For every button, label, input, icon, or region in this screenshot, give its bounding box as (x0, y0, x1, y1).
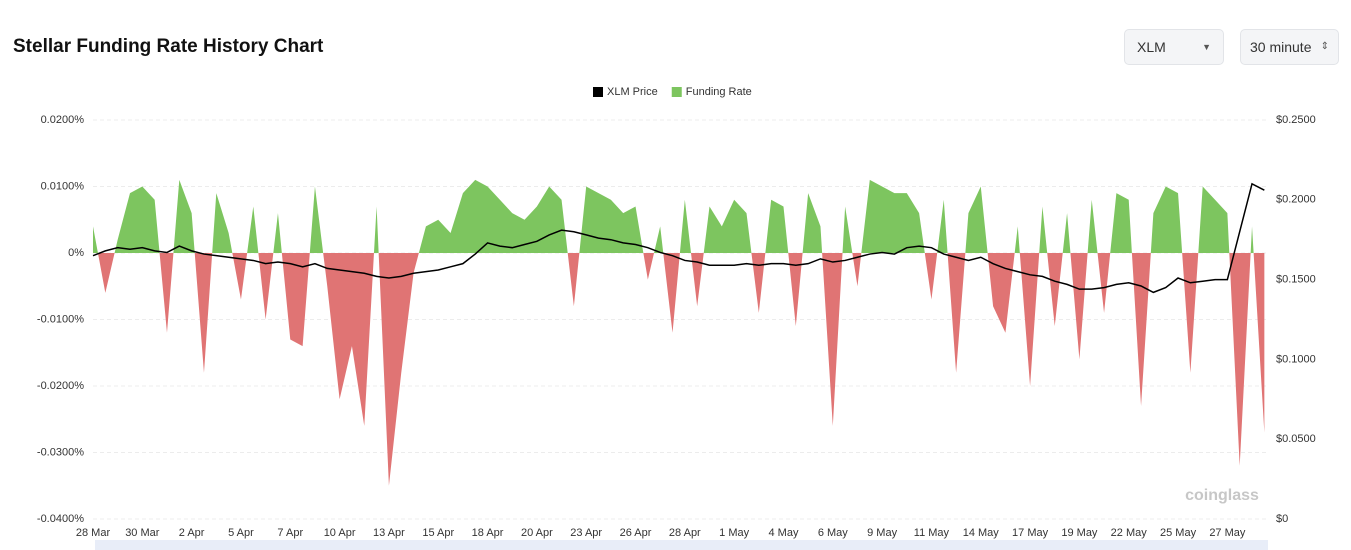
x-tick-label: 4 May (768, 527, 798, 539)
x-tick-label: 2 Apr (179, 527, 205, 539)
x-tick-label: 23 Apr (570, 527, 602, 539)
y-tick-label: -0.0100% (37, 313, 84, 325)
y2-tick-label: $0.2000 (1276, 194, 1316, 206)
y-tick-label: -0.0200% (37, 380, 84, 392)
y2-tick-label: $0 (1276, 513, 1288, 525)
zoom-slider[interactable] (95, 540, 1268, 550)
x-tick-label: 18 Apr (472, 527, 504, 539)
y-tick-label: -0.0300% (37, 446, 84, 458)
price-line (92, 182, 1265, 294)
x-tick-label: 5 Apr (228, 527, 254, 539)
x-tick-label: 6 May (818, 527, 848, 539)
y2-tick-label: $0.1000 (1276, 353, 1316, 365)
symbol-select[interactable]: XLM ▼ (1124, 29, 1224, 65)
y-tick-label: -0.0400% (37, 513, 84, 525)
y-tick-label: 0.0200% (41, 114, 85, 126)
x-tick-label: 9 May (867, 527, 897, 539)
x-tick-label: 11 May (914, 527, 950, 539)
x-tick-label: 27 May (1209, 527, 1246, 539)
symbol-select-text: XLM (1137, 39, 1166, 55)
x-tick-label: 28 Mar (76, 527, 111, 539)
legend-swatch (593, 87, 603, 97)
x-tick-label: 17 May (1012, 527, 1049, 539)
y-tick-label: 0.0100% (41, 180, 85, 192)
x-tick-label: 19 May (1061, 527, 1098, 539)
x-tick-label: 25 May (1160, 527, 1197, 539)
interval-select[interactable]: 30 minute ⇕ (1240, 29, 1339, 65)
funding-area (93, 179, 1265, 486)
y-tick-label: 0% (68, 247, 84, 259)
interval-select-text: 30 minute (1250, 39, 1312, 55)
x-tick-label: 1 May (719, 527, 749, 539)
y2-tick-label: $0.2500 (1276, 114, 1316, 126)
spinner-arrows: ⇕ (1320, 41, 1329, 52)
x-tick-label: 26 Apr (620, 527, 652, 539)
y2-tick-label: $0.1500 (1276, 274, 1316, 286)
y2-tick-label: $0.0500 (1276, 433, 1316, 445)
page-title: Stellar Funding Rate History Chart (13, 36, 324, 57)
x-tick-label: 30 Mar (125, 527, 160, 539)
watermark: coinglass (1185, 487, 1259, 504)
x-tick-label: 22 May (1111, 527, 1148, 539)
legend-label: Funding Rate (686, 86, 752, 98)
x-tick-label: 7 Apr (277, 527, 303, 539)
dropdown-arrow: ▼ (1202, 42, 1211, 52)
x-tick-label: 10 Apr (324, 527, 356, 539)
x-tick-label: 13 Apr (373, 527, 405, 539)
x-tick-label: 15 Apr (422, 527, 454, 539)
x-tick-label: 28 Apr (669, 527, 701, 539)
x-tick-label: 20 Apr (521, 527, 553, 539)
legend-swatch (671, 87, 682, 97)
legend-label: XLM Price (607, 86, 658, 98)
x-tick-label: 14 May (963, 527, 1000, 539)
